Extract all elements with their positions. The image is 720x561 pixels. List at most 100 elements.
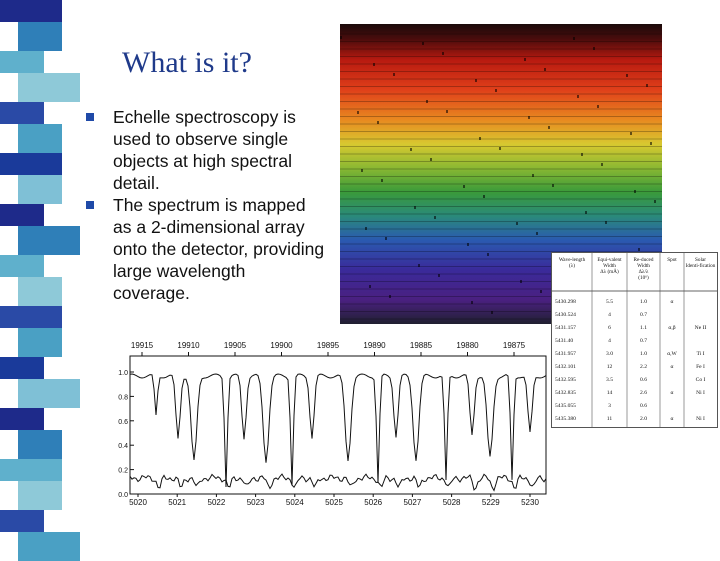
strip-block — [0, 306, 62, 328]
absorption-feature — [532, 174, 534, 177]
table-header-cell: Spot — [667, 257, 677, 263]
table-row: 5431.157 6 1.1 α,β Ne II — [555, 325, 706, 331]
table-row: 5432.101 12 2.2 α Fe I — [555, 364, 705, 370]
strip-block — [18, 277, 62, 306]
strip-block — [0, 510, 44, 532]
plot-frame — [129, 355, 547, 495]
top-axis-label: 19905 — [224, 341, 247, 350]
strip-block — [0, 408, 44, 430]
table-cell: 5431.957 — [555, 351, 576, 357]
absorption-feature — [357, 111, 359, 114]
absorption-feature — [369, 285, 371, 288]
table-cell: 0.7 — [640, 338, 647, 344]
absorption-feature — [597, 105, 599, 108]
absorption-feature — [577, 95, 579, 98]
absorption-feature — [491, 311, 493, 314]
absorption-feature — [414, 206, 416, 209]
table-cell: Ni I — [696, 416, 705, 422]
table-cell: 4 — [608, 312, 611, 318]
table-cell: 5432.835 — [555, 390, 576, 396]
table-body: 5430.298 5.5 1.0 α 5430.524 4 0.7 5431.157 6 1.1 α… — [555, 299, 706, 422]
absorption-feature — [626, 74, 628, 77]
bottom-axis-label: 5025 — [325, 498, 343, 507]
bottom-axis-label: 5022 — [208, 498, 226, 507]
table-row: 5432.835 14 2.6 α Ni I — [555, 390, 705, 396]
slide-title: What is it? — [122, 46, 252, 79]
table-cell: α — [671, 416, 674, 422]
table-cell: 14 — [607, 390, 613, 396]
table-cell: 0.6 — [640, 403, 647, 409]
top-axis-label: 19910 — [177, 341, 200, 350]
table-cell: α — [671, 364, 674, 370]
table-cell: 1.1 — [640, 325, 647, 331]
table-row: 5430.298 5.5 1.0 α — [555, 299, 674, 305]
y-axis-label: 0.0 — [118, 492, 128, 499]
table-cell: 5435.055 — [555, 403, 576, 409]
bottom-axis-label: 5028 — [443, 498, 461, 507]
bottom-axis-label: 5027 — [404, 498, 422, 507]
absorption-feature — [499, 147, 501, 150]
table-cell: 1.0 — [640, 351, 647, 357]
absorption-feature — [410, 148, 412, 151]
table-header-cell: Wave-length (λ) — [559, 257, 586, 269]
table-cell: 2.0 — [640, 416, 647, 422]
bottom-axis-label: 5021 — [168, 498, 186, 507]
table-cell: Co I — [696, 377, 706, 383]
absorption-feature — [475, 79, 477, 82]
absorption-feature — [422, 42, 424, 45]
absorption-feature — [520, 280, 522, 283]
table-row: 5432.595 3.5 0.6 Co I — [555, 377, 706, 383]
table-cell: α,β — [668, 325, 675, 331]
top-axis-label: 19875 — [503, 341, 526, 350]
y-axis-label: 0.6 — [118, 419, 128, 426]
y-axis-labels: 1.0 0.8 0.6 0.4 0.2 0.0 — [118, 370, 134, 499]
table-cell: 3.0 — [606, 351, 613, 357]
absorption-feature — [487, 253, 489, 256]
table-cell: 5432.595 — [555, 377, 576, 383]
table-cell: 2.6 — [640, 390, 647, 396]
absorption-feature — [581, 153, 583, 156]
absorption-feature — [365, 227, 367, 230]
absorption-feature — [442, 52, 444, 55]
strip-block — [0, 255, 44, 277]
bottom-axis-label: 5026 — [364, 498, 382, 507]
absorption-feature — [540, 290, 542, 293]
absorption-feature — [650, 142, 652, 145]
absorption-feature — [385, 237, 387, 240]
table-cell: 2.2 — [640, 364, 647, 370]
strip-block — [0, 357, 44, 379]
absorption-feature — [446, 110, 448, 113]
line-identification-table: Wave-length (λ) Equi-valent Width Δλ (mÅ) Re-… — [551, 252, 718, 428]
strip-block — [18, 175, 62, 204]
absorption-feature — [430, 158, 432, 161]
bottom-axis-label: 5024 — [286, 498, 304, 507]
absorption-feature — [373, 63, 375, 66]
bullet-item: The spectrum is mapped as a 2-dimensiona… — [86, 194, 326, 304]
absorption-feature — [630, 132, 632, 135]
absorption-feature — [516, 222, 518, 225]
strip-block — [0, 204, 44, 226]
table-cell: α — [671, 390, 674, 396]
top-axis-label: 19915 — [131, 341, 154, 350]
absorption-feature — [654, 200, 656, 203]
strip-block — [18, 481, 62, 510]
absorption-feature — [483, 195, 485, 198]
absorption-feature — [389, 295, 391, 298]
absorption-feature — [573, 37, 575, 40]
absorption-feature — [381, 179, 383, 182]
strip-block — [0, 102, 44, 124]
absorption-feature — [646, 84, 648, 87]
absorption-feature — [479, 137, 481, 140]
bullet-item: Echelle spectroscopy is used to observe … — [86, 106, 326, 194]
absorption-feature — [495, 89, 497, 92]
absorption-feature — [377, 121, 379, 124]
table-cell: 1.0 — [640, 299, 647, 305]
bottom-axis-label: 5230 — [521, 498, 539, 507]
table-header-cell: Equi-valent Width Δλ (mÅ) — [597, 257, 622, 275]
table-row: 5435.055 3 0.6 — [555, 403, 647, 409]
table-cell: 4 — [608, 338, 611, 344]
absorption-feature — [463, 185, 465, 188]
table-header-cell: Re-duced Width Δλ/λ (10⁶) — [634, 257, 654, 281]
table-cell: α — [671, 299, 674, 305]
strip-block — [18, 226, 80, 255]
